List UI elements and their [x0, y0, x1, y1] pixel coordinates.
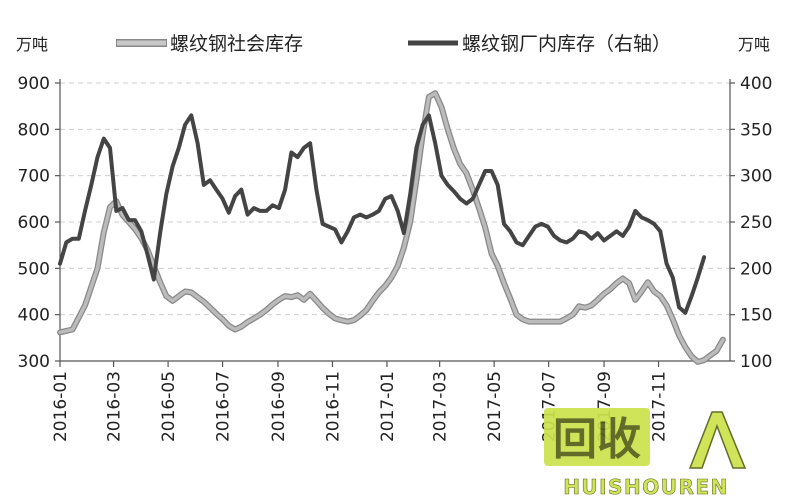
series-1 — [58, 113, 707, 315]
legend: 螺纹钢社会库存 螺纹钢厂内库存（右轴） — [116, 33, 671, 55]
x-tick-label: 2016-09 — [269, 371, 289, 442]
huishouren-watermark: 回收 HUISHOUREN — [544, 408, 747, 499]
x-tick-label: 2016-11 — [323, 371, 343, 442]
y-right-tick-label: 400 — [740, 74, 772, 94]
y-left-tick-label: 700 — [18, 167, 50, 187]
x-tick-label: 2017-11 — [650, 371, 670, 442]
y-left-tick-label: 800 — [18, 120, 50, 140]
y-axis-right-ticks: 100 150 200 250 300 350 400 — [730, 74, 772, 372]
x-tick-label: 2016-01 — [51, 371, 71, 442]
axes — [59, 79, 731, 362]
right-unit-label: 万吨 — [738, 35, 770, 54]
x-tick-label: 2017-03 — [431, 371, 451, 442]
y-right-tick-label: 350 — [740, 120, 772, 140]
y-right-tick-label: 200 — [740, 259, 772, 279]
x-tick-label: 2016-05 — [159, 371, 179, 442]
watermark-logo-text: 回收 — [553, 414, 641, 465]
series-0 — [57, 90, 726, 365]
series-1-line — [58, 113, 707, 315]
y-right-tick-label: 150 — [740, 306, 772, 326]
y-left-tick-label: 300 — [18, 352, 50, 372]
legend-label-social-inventory: 螺纹钢社会库存 — [170, 33, 303, 55]
y-right-tick-label: 300 — [740, 167, 772, 187]
y-left-tick-label: 500 — [18, 259, 50, 279]
watermark-logo-box — [544, 408, 650, 466]
watermark-mark-icon — [688, 411, 747, 469]
x-tick-label: 2017-01 — [378, 371, 398, 442]
y-left-tick-label: 400 — [18, 306, 50, 326]
series-0-line — [58, 91, 725, 364]
y-right-tick-label: 250 — [740, 213, 772, 233]
watermark-brand-text: HUISHOUREN — [563, 475, 729, 499]
legend-label-mill-inventory: 螺纹钢厂内库存（右轴） — [462, 33, 671, 55]
x-tick-label: 2016-03 — [105, 371, 125, 442]
series — [57, 90, 726, 365]
y-axis-left-ticks: 300 400 500 600 700 800 900 — [18, 74, 60, 372]
y-left-tick-label: 600 — [18, 213, 50, 233]
x-tick-label: 2017-05 — [485, 371, 505, 442]
y-right-tick-label: 100 — [740, 352, 772, 372]
x-tick-label: 2016-07 — [214, 371, 234, 442]
y-left-tick-label: 900 — [18, 74, 50, 94]
left-unit-label: 万吨 — [16, 35, 48, 54]
x-axis-ticks: 2016-01 2016-03 2016-05 2016-07 2016-09 2016-… — [51, 361, 670, 442]
